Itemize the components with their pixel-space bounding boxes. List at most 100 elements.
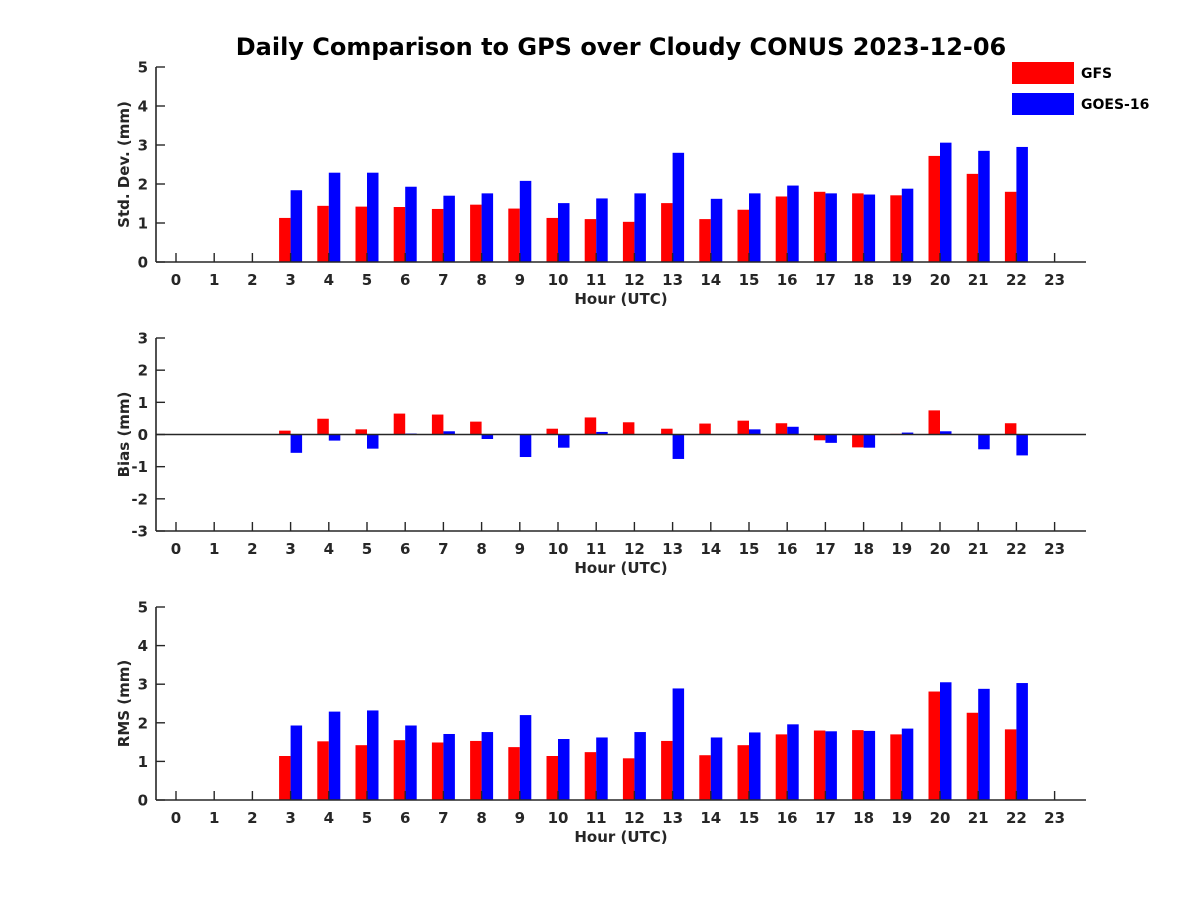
bar-gfs-hour-15 xyxy=(737,420,749,435)
bar-goes-16-hour-19 xyxy=(901,188,914,262)
x-tick-label: 8 xyxy=(476,540,486,558)
bar-gfs-hour-21 xyxy=(966,173,979,262)
y-tick-label: 0 xyxy=(138,792,148,810)
legend-item-goes-16: GOES-16 xyxy=(1012,93,1149,115)
x-tick-label: 10 xyxy=(548,540,569,558)
bar-gfs-hour-14 xyxy=(699,755,711,800)
bar-goes-16-hour-22 xyxy=(1016,434,1028,456)
bar-gfs-hour-5 xyxy=(355,429,367,435)
x-tick-label: 5 xyxy=(362,540,372,558)
bar-goes-16-hour-18 xyxy=(863,434,876,448)
x-tick-label: 23 xyxy=(1044,271,1065,289)
bar-goes-16-hour-20 xyxy=(940,142,952,262)
figure-title: Daily Comparison to GPS over Cloudy CONU… xyxy=(236,33,1007,61)
legend-swatch xyxy=(1012,62,1074,84)
x-tick-label: 11 xyxy=(586,809,607,827)
bar-gfs-hour-17 xyxy=(813,730,826,800)
x-axis-label: Hour (UTC) xyxy=(574,559,667,577)
x-tick-label: 14 xyxy=(700,809,721,827)
bar-gfs-hour-19 xyxy=(890,734,902,800)
x-tick-label: 10 xyxy=(548,809,569,827)
bar-goes-16-hour-5 xyxy=(367,172,379,262)
x-tick-label: 18 xyxy=(853,271,874,289)
bar-goes-16-hour-10 xyxy=(558,434,570,448)
bar-goes-16-hour-8 xyxy=(481,732,494,800)
bar-gfs-hour-4 xyxy=(317,741,329,800)
bar-goes-16-hour-20 xyxy=(940,682,952,800)
x-tick-label: 14 xyxy=(700,271,721,289)
panels: 0 1 2 3 4 5 6 7 8 9 10 11 12 13 14 15 16 17 18 19 20 21 22 2301… xyxy=(115,59,1086,846)
x-tick-label: 9 xyxy=(515,271,525,289)
y-tick-label: -1 xyxy=(131,458,148,476)
x-tick-label: 10 xyxy=(548,271,569,289)
y-tick-label: 1 xyxy=(138,215,148,233)
x-tick-label: 0 xyxy=(171,271,181,289)
x-tick-label: 4 xyxy=(324,809,334,827)
y-tick-label: 1 xyxy=(138,394,148,412)
legend-label: GFS xyxy=(1081,66,1112,82)
bar-gfs-hour-7 xyxy=(431,742,444,800)
bar-gfs-hour-8 xyxy=(470,421,482,435)
x-tick-label: 22 xyxy=(1006,271,1027,289)
bar-goes-16-hour-17 xyxy=(825,193,837,262)
x-tick-label: 22 xyxy=(1006,809,1027,827)
x-tick-label: 6 xyxy=(400,809,410,827)
bar-goes-16-hour-13 xyxy=(672,152,685,262)
x-tick-label: 16 xyxy=(777,540,798,558)
bar-gfs-hour-22 xyxy=(1004,423,1017,435)
bar-goes-16-hour-18 xyxy=(863,730,876,800)
y-tick-label: 3 xyxy=(138,137,148,155)
x-tick-label: 6 xyxy=(400,540,410,558)
bar-gfs-hour-17 xyxy=(813,191,826,262)
bar-gfs-hour-7 xyxy=(431,208,444,262)
bar-gfs-hour-18 xyxy=(852,193,864,262)
x-tick-label: 7 xyxy=(438,809,448,827)
y-tick-label: 0 xyxy=(138,254,148,272)
y-tick-label: 1 xyxy=(138,753,148,771)
x-tick-label: 0 xyxy=(171,809,181,827)
bar-gfs-hour-12 xyxy=(622,758,635,800)
x-tick-label: 4 xyxy=(324,540,334,558)
bar-gfs-hour-12 xyxy=(622,221,635,262)
y-tick-label: 2 xyxy=(138,176,148,194)
bar-gfs-hour-12 xyxy=(622,422,635,435)
bar-goes-16-hour-5 xyxy=(367,434,379,449)
x-tick-label: 9 xyxy=(515,540,525,558)
legend: GFS GOES-16 xyxy=(1012,62,1149,115)
bar-goes-16-hour-17 xyxy=(825,434,837,443)
x-tick-label: 21 xyxy=(968,271,989,289)
bar-gfs-hour-17 xyxy=(813,434,826,441)
x-tick-label: 21 xyxy=(968,540,989,558)
x-tick-label: 14 xyxy=(700,540,721,558)
x-tick-label: 16 xyxy=(777,809,798,827)
legend-label: GOES-16 xyxy=(1081,97,1149,113)
bar-goes-16-hour-19 xyxy=(901,728,914,800)
legend-swatch xyxy=(1012,93,1074,115)
bar-gfs-hour-7 xyxy=(431,414,444,435)
bar-gfs-hour-13 xyxy=(661,740,673,800)
bar-gfs-hour-9 xyxy=(508,208,520,262)
bar-gfs-hour-4 xyxy=(317,205,329,262)
y-tick-label: -3 xyxy=(131,523,148,541)
x-tick-label: 3 xyxy=(285,809,295,827)
bar-gfs-hour-13 xyxy=(661,428,673,435)
bar-goes-16-hour-4 xyxy=(328,434,341,441)
bar-goes-16-hour-22 xyxy=(1016,146,1028,262)
x-tick-label: 23 xyxy=(1044,809,1065,827)
x-tick-label: 12 xyxy=(624,271,645,289)
y-axis-label: Bias (mm) xyxy=(115,392,133,478)
bar-goes-16-hour-9 xyxy=(519,715,532,800)
x-tick-label: 17 xyxy=(815,271,836,289)
bar-gfs-hour-14 xyxy=(699,219,711,262)
bar-gfs-hour-5 xyxy=(355,206,367,262)
x-tick-label: 12 xyxy=(624,540,645,558)
bar-goes-16-hour-9 xyxy=(519,180,532,262)
bar-goes-16-hour-14 xyxy=(710,737,723,800)
x-tick-label: 23 xyxy=(1044,540,1065,558)
x-tick-label: 17 xyxy=(815,809,836,827)
x-tick-label: 21 xyxy=(968,809,989,827)
bar-goes-16-hour-22 xyxy=(1016,683,1028,800)
bar-goes-16-hour-10 xyxy=(558,739,570,800)
bar-gfs-hour-19 xyxy=(890,195,902,262)
x-tick-label: 18 xyxy=(853,809,874,827)
